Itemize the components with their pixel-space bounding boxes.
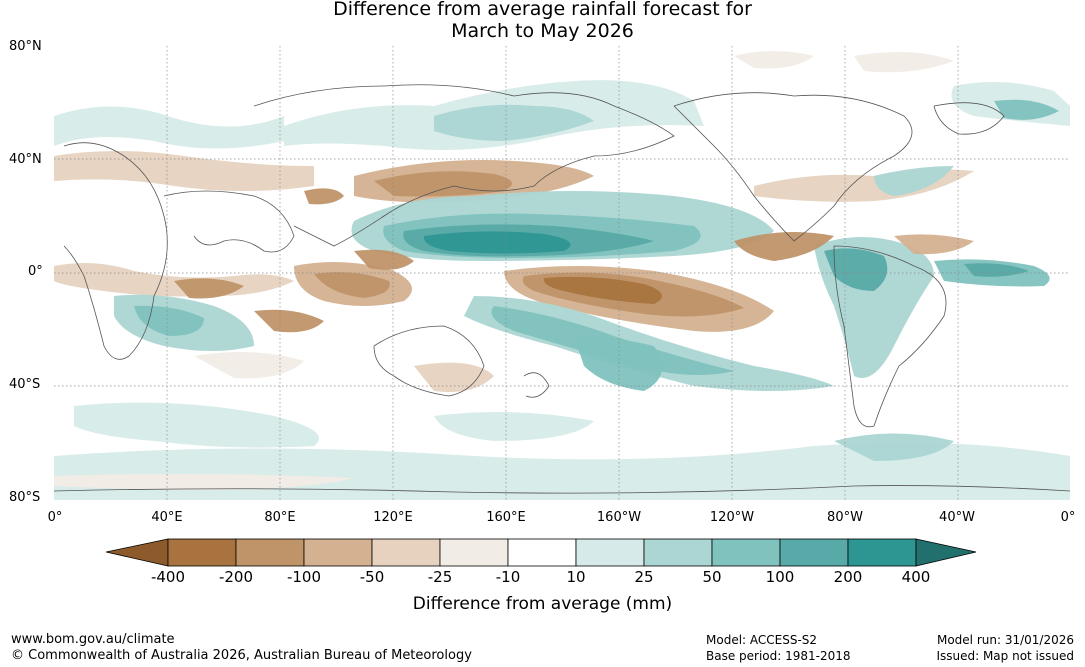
colorbar-tick-label: -200 — [218, 568, 254, 586]
lat-label-80n: 80°N — [9, 39, 42, 54]
colorbar-tick-label: 10 — [566, 568, 586, 586]
rainfall-anomaly-map — [54, 46, 1070, 500]
lat-label-40s: 40°S — [9, 377, 41, 392]
coastlines — [54, 84, 1070, 494]
anomaly-region — [314, 272, 390, 298]
colorbar-tick-label: -10 — [495, 568, 521, 586]
lon-label-80w: 80°W — [827, 510, 863, 525]
anomaly-region — [994, 99, 1059, 120]
anomaly-region — [824, 248, 888, 291]
colorbar-swatch — [575, 538, 645, 567]
coastline — [833, 245, 947, 428]
coastline — [933, 102, 1005, 135]
colorbar-swatch — [303, 538, 373, 567]
lon-label-120w: 120°W — [709, 510, 755, 525]
anomaly-region — [894, 234, 974, 255]
lon-label-80e: 80°E — [264, 510, 296, 525]
lon-label-40w: 40°W — [939, 510, 975, 525]
anomaly-region — [134, 305, 204, 336]
lon-label-0-east: 0° — [1060, 510, 1076, 525]
coastline — [373, 325, 485, 397]
anomaly-region — [174, 278, 244, 299]
anomaly-region — [54, 151, 314, 191]
anomaly-region — [874, 166, 954, 196]
anomaly-region — [414, 362, 494, 392]
anomaly-region — [354, 249, 414, 270]
website-text: www.bom.gov.au/climate — [11, 632, 175, 647]
anomaly-region — [304, 188, 344, 205]
graticule — [54, 46, 1070, 500]
anomaly-region — [254, 309, 324, 333]
anomaly-region — [854, 52, 954, 73]
colorbar-tick-label: -25 — [427, 568, 453, 586]
colorbar-swatch — [779, 538, 849, 567]
anomaly-region — [423, 231, 571, 254]
anomaly-region — [574, 336, 662, 391]
model-run-text: Model run: 31/01/2026 — [936, 633, 1074, 647]
anomaly-region — [964, 263, 1029, 277]
map-title-line-1: Difference from average rainfall forecas… — [333, 0, 752, 20]
colorbar-tick-label: 50 — [702, 568, 722, 586]
anomaly-region — [434, 412, 594, 441]
map-title-line-2: March to May 2026 — [451, 20, 634, 42]
lon-label-160w: 160°W — [596, 510, 642, 525]
anomaly-region — [434, 104, 594, 141]
coastline — [54, 485, 1070, 494]
lon-label-40e: 40°E — [151, 510, 183, 525]
model-text: Model: ACCESS-S2 — [706, 633, 818, 647]
anomaly-region — [194, 352, 304, 379]
coastline — [163, 190, 295, 253]
coastline — [63, 142, 168, 360]
colorbar-tick-label: 100 — [765, 568, 795, 586]
colorbar-swatch — [643, 538, 713, 567]
colorbar-extend-high — [915, 538, 977, 567]
coastline — [253, 84, 675, 247]
colorbar-swatch — [847, 538, 917, 567]
colorbar-swatch — [507, 538, 577, 567]
colorbar-title: Difference from average (mm) — [412, 594, 673, 614]
anomaly-region — [74, 402, 319, 448]
anomaly-region — [543, 276, 662, 304]
lat-label-equator: 0° — [28, 264, 43, 279]
anomaly-region — [734, 232, 834, 261]
base-period-text: Base period: 1981-2018 — [706, 649, 851, 663]
colorbar-tick-label: -400 — [150, 568, 186, 586]
lon-label-120e: 120°E — [373, 510, 413, 525]
issued-text: Issued: Map not issued — [936, 649, 1074, 663]
colorbar-swatch — [439, 538, 509, 567]
anomaly-region — [54, 106, 284, 149]
colorbar-tick-label: -50 — [359, 568, 385, 586]
lat-label-80s: 80°S — [9, 490, 41, 505]
anomaly-region — [54, 473, 354, 491]
anomaly-region — [54, 442, 1070, 500]
colorbar-swatch — [167, 538, 237, 567]
colorbar-tick-label: 25 — [634, 568, 654, 586]
colorbar-extend-low — [106, 538, 169, 567]
colorbar-tick-label: -100 — [286, 568, 322, 586]
lat-label-40n: 40°N — [9, 152, 42, 167]
lon-label-160e: 160°E — [486, 510, 526, 525]
colorbar-tick-label: 200 — [833, 568, 863, 586]
anomaly-region — [734, 51, 814, 69]
colorbar — [106, 538, 977, 567]
lon-label-0: 0° — [47, 510, 63, 525]
colorbar-swatch — [371, 538, 441, 567]
anomaly-field — [54, 51, 1070, 500]
anomaly-region — [834, 433, 954, 461]
copyright-text: © Commonwealth of Australia 2026, Austra… — [11, 648, 472, 663]
coastline — [673, 92, 913, 242]
colorbar-tick-label: 400 — [901, 568, 931, 586]
coastline — [523, 372, 550, 398]
colorbar-swatch — [711, 538, 781, 567]
colorbar-swatch — [235, 538, 305, 567]
